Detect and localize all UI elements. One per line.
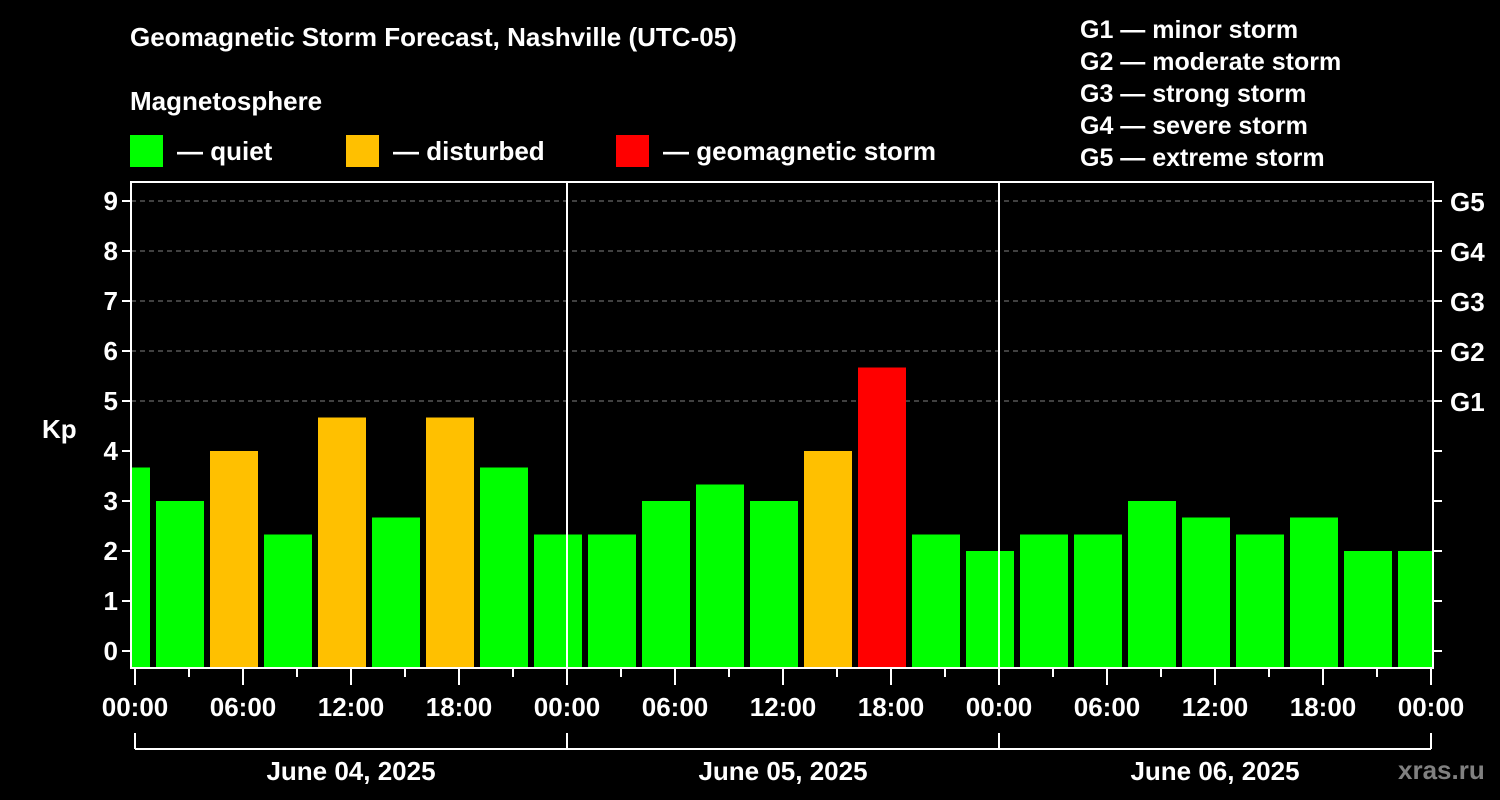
y-axis-label: Kp — [42, 414, 77, 444]
x-tick-label: 06:00 — [1074, 692, 1141, 722]
day-dividers — [566, 182, 1000, 668]
chart-title: Geomagnetic Storm Forecast, Nashville (U… — [130, 22, 737, 52]
disturbed-swatch — [346, 134, 379, 167]
g-level-label: G2 — [1450, 337, 1485, 367]
date-label: June 06, 2025 — [1130, 756, 1299, 786]
kp-bar — [1290, 517, 1338, 667]
kp-bar — [750, 501, 798, 667]
kp-bar — [318, 417, 366, 667]
g-level-label: G1 — [1450, 387, 1485, 417]
g-level-label: G5 — [1450, 187, 1485, 217]
kp-bar — [1236, 534, 1284, 667]
kp-bar — [1182, 517, 1230, 667]
x-tick-label: 18:00 — [1290, 692, 1357, 722]
g-scale-legend: G1 — minor storm G2 — moderate storm G3 … — [1080, 14, 1341, 174]
x-axis: 00:00 06:00 12:00 18:00 00:00 06:00 12:00 18:00… — [102, 668, 1465, 786]
kp-bar — [912, 534, 960, 667]
legend-item-storm: — geomagnetic storm — [616, 134, 936, 167]
x-tick-label: 06:00 — [210, 692, 277, 722]
kp-bar — [1020, 534, 1068, 667]
g-scale-item: G3 — strong storm — [1080, 80, 1307, 108]
g-level-label: G3 — [1450, 287, 1485, 317]
kp-bar — [534, 534, 582, 667]
g-scale-item: G1 — minor storm — [1080, 16, 1299, 44]
y-tick-label: 5 — [104, 386, 118, 416]
x-tick-label: 12:00 — [1182, 692, 1249, 722]
storm-swatch — [616, 134, 649, 167]
x-tick-label: 00:00 — [1398, 692, 1465, 722]
x-tick-label: 00:00 — [102, 692, 169, 722]
x-tick-label: 12:00 — [750, 692, 817, 722]
y-tick-label: 3 — [104, 486, 118, 516]
bars — [131, 367, 1433, 667]
x-tick-label: 18:00 — [426, 692, 493, 722]
kp-bar — [156, 501, 204, 667]
kp-bar — [642, 501, 690, 667]
legend-label: — geomagnetic storm — [663, 135, 937, 166]
kp-bar — [858, 367, 906, 667]
y-tick-label: 6 — [104, 336, 118, 366]
y-tick-label: 4 — [104, 436, 119, 466]
date-label: June 05, 2025 — [698, 756, 867, 786]
kp-bar — [426, 417, 474, 667]
x-tick-label: 18:00 — [858, 692, 925, 722]
date-label: June 04, 2025 — [266, 756, 435, 786]
x-tick-label: 00:00 — [966, 692, 1033, 722]
g-scale-item: G5 — extreme storm — [1080, 144, 1325, 172]
kp-bar — [372, 517, 420, 667]
kp-bar — [804, 451, 852, 667]
kp-bar — [1128, 501, 1176, 667]
kp-bar — [264, 534, 312, 667]
x-tick-label: 12:00 — [318, 692, 385, 722]
watermark: xras.ru — [1398, 755, 1485, 785]
kp-bar — [1398, 551, 1433, 667]
legend-item-disturbed: — disturbed — [346, 134, 545, 167]
grid-lines — [131, 200, 1433, 402]
kp-bar — [1344, 551, 1392, 667]
kp-bar — [696, 484, 744, 667]
g-scale-axis: G1 G2 G3 G4 G5 — [1433, 187, 1485, 652]
y-tick-label: 8 — [104, 236, 118, 266]
kp-bar — [480, 467, 528, 667]
kp-bar — [210, 451, 258, 667]
kp-bar — [966, 551, 1014, 667]
legend-item-quiet: — quiet — [130, 134, 272, 167]
kp-bar — [588, 534, 636, 667]
quiet-swatch — [130, 134, 163, 167]
y-tick-label: 2 — [104, 536, 118, 566]
y-tick-label: 9 — [104, 186, 118, 216]
g-scale-item: G4 — severe storm — [1080, 112, 1308, 140]
y-tick-label: 1 — [104, 586, 118, 616]
legend-label: — disturbed — [393, 135, 545, 166]
y-axis: 0 1 2 3 4 5 6 7 8 9 — [104, 186, 131, 666]
x-tick-label: 06:00 — [642, 692, 709, 722]
g-level-label: G4 — [1450, 237, 1485, 267]
x-tick-label: 00:00 — [534, 692, 601, 722]
y-tick-label: 0 — [104, 636, 118, 666]
legend-label: — quiet — [177, 135, 273, 166]
kp-bar — [1074, 534, 1122, 667]
legend-title: Magnetosphere — [130, 86, 323, 116]
kp-bar — [131, 467, 150, 667]
y-tick-label: 7 — [104, 286, 118, 316]
g-scale-item: G2 — moderate storm — [1080, 48, 1342, 76]
